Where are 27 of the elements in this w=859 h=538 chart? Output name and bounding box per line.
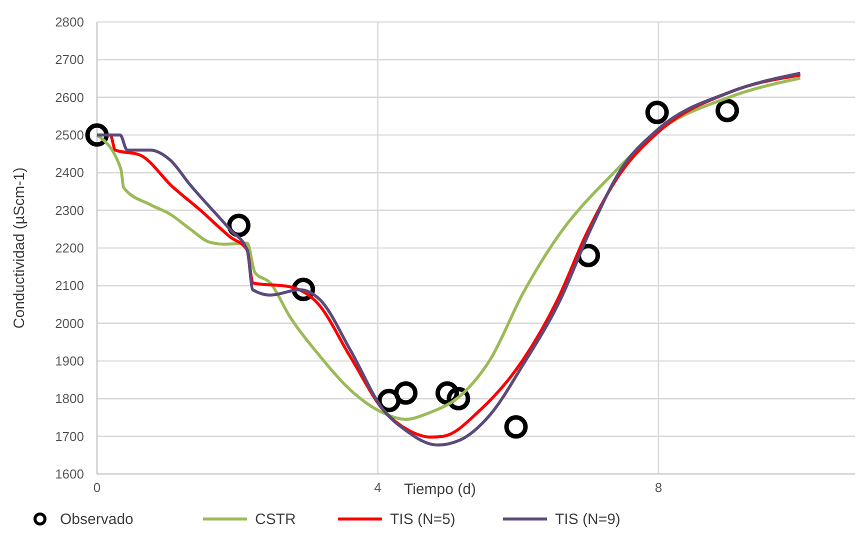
- x-axis-title: Tiempo (d): [404, 481, 476, 498]
- y-tick-label: 1700: [55, 428, 84, 444]
- x-tick-label: 4: [374, 480, 382, 495]
- point: [504, 415, 528, 439]
- y-tick-label: 1800: [55, 391, 84, 406]
- point: [645, 100, 669, 124]
- y-tick-label: 2700: [55, 52, 84, 68]
- legend-label: CSTR: [255, 511, 296, 528]
- point: [394, 381, 418, 405]
- y-tick-label: 2000: [55, 316, 84, 331]
- y-axis-title: Conductividad (µScm-1): [11, 167, 28, 329]
- y-tick-label: 2500: [55, 128, 84, 143]
- legend-label: TIS (N=9): [555, 511, 620, 528]
- x-tick-label: 0: [93, 480, 101, 495]
- y-tick-label: 2800: [55, 14, 84, 30]
- y-tick-label: 2300: [55, 202, 84, 218]
- point: [716, 98, 740, 122]
- y-tick-label: 2400: [55, 165, 84, 180]
- y-tick-label: 1900: [55, 354, 84, 369]
- y-tick-label: 2600: [55, 90, 84, 105]
- y-tick-label: 2100: [55, 278, 84, 294]
- x-tick-label: 8: [654, 480, 662, 495]
- point: [446, 386, 470, 410]
- legend-label: Observado: [60, 511, 134, 528]
- legend-label: TIS (N=5): [390, 511, 456, 528]
- y-tick-label: 2200: [55, 240, 84, 256]
- y-tick-label: 1600: [55, 466, 84, 482]
